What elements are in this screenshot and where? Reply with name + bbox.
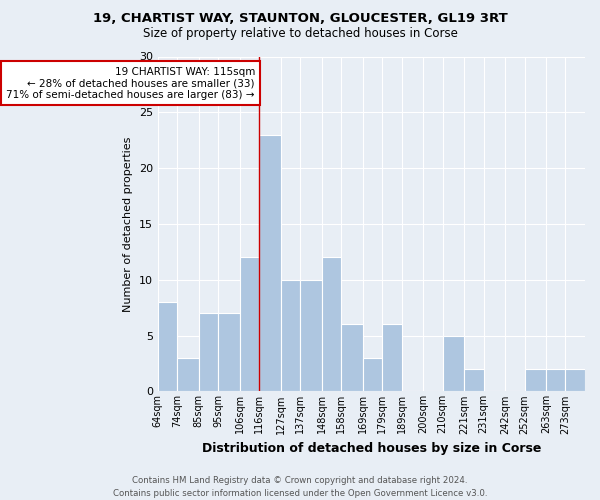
Text: 19, CHARTIST WAY, STAUNTON, GLOUCESTER, GL19 3RT: 19, CHARTIST WAY, STAUNTON, GLOUCESTER, … — [92, 12, 508, 26]
Text: 19 CHARTIST WAY: 115sqm
← 28% of detached houses are smaller (33)
71% of semi-de: 19 CHARTIST WAY: 115sqm ← 28% of detache… — [7, 66, 255, 100]
Bar — [218, 313, 239, 392]
Text: Contains HM Land Registry data © Crown copyright and database right 2024.
Contai: Contains HM Land Registry data © Crown c… — [113, 476, 487, 498]
Bar — [464, 369, 484, 392]
Bar — [158, 302, 177, 392]
Bar — [362, 358, 382, 392]
Bar — [382, 324, 401, 392]
Bar — [300, 280, 322, 392]
Y-axis label: Number of detached properties: Number of detached properties — [123, 136, 133, 312]
Bar — [199, 313, 218, 392]
Text: Size of property relative to detached houses in Corse: Size of property relative to detached ho… — [143, 28, 457, 40]
Bar — [565, 369, 585, 392]
Bar — [443, 336, 464, 392]
Bar — [239, 258, 259, 392]
Bar — [546, 369, 565, 392]
Bar — [322, 258, 341, 392]
Bar — [177, 358, 199, 392]
Bar — [524, 369, 546, 392]
X-axis label: Distribution of detached houses by size in Corse: Distribution of detached houses by size … — [202, 442, 541, 455]
Bar — [259, 134, 281, 392]
Bar — [341, 324, 362, 392]
Bar — [281, 280, 300, 392]
